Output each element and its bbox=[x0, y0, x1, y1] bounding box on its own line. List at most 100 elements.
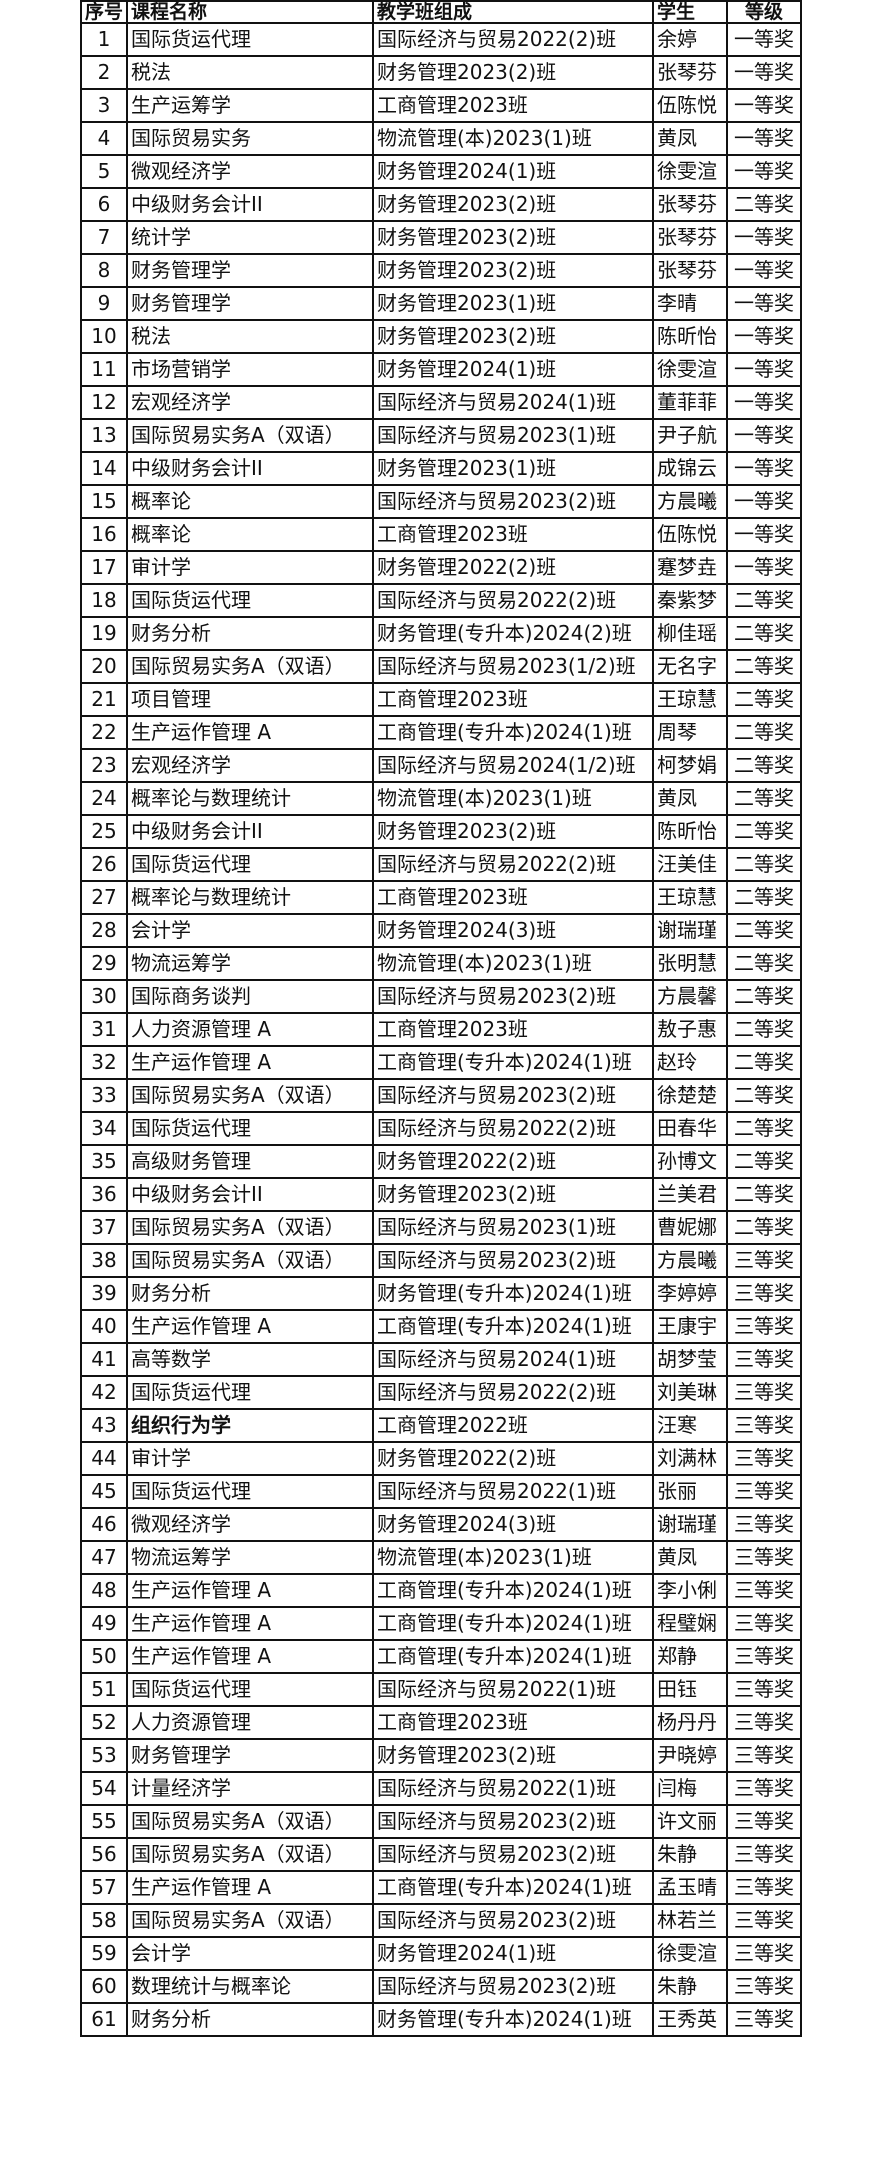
table-row: 31 人力资源管理 A 工商管理2023班 敖子惠 二等奖 bbox=[80, 1012, 802, 1047]
cell-level: 三等奖 bbox=[726, 1243, 802, 1278]
cell-index: 47 bbox=[80, 1540, 128, 1575]
cell-class: 财务管理2023(2)班 bbox=[372, 319, 654, 354]
cell-course: 生产运作管理 A bbox=[126, 1870, 374, 1905]
header-student: 学生 bbox=[652, 0, 728, 24]
cell-index: 44 bbox=[80, 1441, 128, 1476]
cell-student: 汪美佳 bbox=[652, 847, 728, 882]
table-row: 23 宏观经济学 国际经济与贸易2024(1/2)班 柯梦娟 二等奖 bbox=[80, 748, 802, 783]
cell-class: 工商管理(专升本)2024(1)班 bbox=[372, 715, 654, 750]
cell-student: 徐雯渲 bbox=[652, 154, 728, 189]
cell-class: 财务管理2023(1)班 bbox=[372, 286, 654, 321]
cell-class: 国际经济与贸易2023(2)班 bbox=[372, 1078, 654, 1113]
table-row: 27 概率论与数理统计 工商管理2023班 王琼慧 二等奖 bbox=[80, 880, 802, 915]
table-row: 9 财务管理学 财务管理2023(1)班 李晴 一等奖 bbox=[80, 286, 802, 321]
table-row: 20 国际贸易实务A（双语） 国际经济与贸易2023(1/2)班 无名字 二等奖 bbox=[80, 649, 802, 684]
cell-index: 17 bbox=[80, 550, 128, 585]
cell-student: 田春华 bbox=[652, 1111, 728, 1146]
cell-level: 三等奖 bbox=[726, 1375, 802, 1410]
cell-course: 宏观经济学 bbox=[126, 748, 374, 783]
cell-course: 财务管理学 bbox=[126, 253, 374, 288]
cell-class: 财务管理(专升本)2024(1)班 bbox=[372, 2002, 654, 2037]
table-row: 38 国际贸易实务A（双语） 国际经济与贸易2023(2)班 方晨曦 三等奖 bbox=[80, 1243, 802, 1278]
cell-level: 三等奖 bbox=[726, 1507, 802, 1542]
cell-level: 三等奖 bbox=[726, 1606, 802, 1641]
cell-class: 物流管理(本)2023(1)班 bbox=[372, 781, 654, 816]
cell-class: 财务管理2023(2)班 bbox=[372, 814, 654, 849]
cell-student: 程璧娴 bbox=[652, 1606, 728, 1641]
cell-class: 财务管理2023(2)班 bbox=[372, 187, 654, 222]
cell-level: 二等奖 bbox=[726, 748, 802, 783]
cell-course: 生产运作管理 A bbox=[126, 1573, 374, 1608]
cell-student: 方晨馨 bbox=[652, 979, 728, 1014]
table-row: 59 会计学 财务管理2024(1)班 徐雯渲 三等奖 bbox=[80, 1936, 802, 1971]
cell-student: 孟玉晴 bbox=[652, 1870, 728, 1905]
cell-course: 统计学 bbox=[126, 220, 374, 255]
cell-course: 国际贸易实务A（双语） bbox=[126, 1078, 374, 1113]
cell-class: 工商管理2022班 bbox=[372, 1408, 654, 1443]
cell-student: 刘满林 bbox=[652, 1441, 728, 1476]
cell-level: 三等奖 bbox=[726, 1276, 802, 1311]
cell-level: 二等奖 bbox=[726, 616, 802, 651]
cell-student: 蹇梦垚 bbox=[652, 550, 728, 585]
table-row: 50 生产运作管理 A 工商管理(专升本)2024(1)班 郑静 三等奖 bbox=[80, 1639, 802, 1674]
table-row: 56 国际贸易实务A（双语） 国际经济与贸易2023(2)班 朱静 三等奖 bbox=[80, 1837, 802, 1872]
table-row: 26 国际货运代理 国际经济与贸易2022(2)班 汪美佳 二等奖 bbox=[80, 847, 802, 882]
table-row: 14 中级财务会计II 财务管理2023(1)班 成锦云 一等奖 bbox=[80, 451, 802, 486]
table-row: 10 税法 财务管理2023(2)班 陈昕怡 一等奖 bbox=[80, 319, 802, 354]
cell-level: 一等奖 bbox=[726, 22, 802, 57]
table-row: 43 组织行为学 工商管理2022班 汪寒 三等奖 bbox=[80, 1408, 802, 1443]
cell-level: 一等奖 bbox=[726, 220, 802, 255]
cell-index: 27 bbox=[80, 880, 128, 915]
cell-level: 三等奖 bbox=[726, 1837, 802, 1872]
cell-level: 三等奖 bbox=[726, 1738, 802, 1773]
table-header-row: 序号 课程名称 教学班组成 学生 等级 bbox=[80, 0, 802, 24]
cell-student: 王琼慧 bbox=[652, 682, 728, 717]
cell-course: 微观经济学 bbox=[126, 154, 374, 189]
cell-index: 43 bbox=[80, 1408, 128, 1443]
cell-class: 财务管理2023(2)班 bbox=[372, 1738, 654, 1773]
cell-level: 二等奖 bbox=[726, 1078, 802, 1113]
table-row: 4 国际贸易实务 物流管理(本)2023(1)班 黄凤 一等奖 bbox=[80, 121, 802, 156]
cell-index: 48 bbox=[80, 1573, 128, 1608]
cell-student: 张琴芬 bbox=[652, 187, 728, 222]
cell-course: 国际商务谈判 bbox=[126, 979, 374, 1014]
cell-class: 国际经济与贸易2022(2)班 bbox=[372, 1111, 654, 1146]
cell-student: 谢瑞瑾 bbox=[652, 1507, 728, 1542]
cell-student: 孙博文 bbox=[652, 1144, 728, 1179]
cell-class: 工商管理(专升本)2024(1)班 bbox=[372, 1606, 654, 1641]
cell-student: 胡梦莹 bbox=[652, 1342, 728, 1377]
awards-table: 序号 课程名称 教学班组成 学生 等级 1 国际货运代理 国际经济与贸易2022(2… bbox=[80, 0, 802, 2037]
cell-class: 国际经济与贸易2023(1)班 bbox=[372, 418, 654, 453]
cell-class: 财务管理2023(2)班 bbox=[372, 55, 654, 90]
cell-class: 国际经济与贸易2023(2)班 bbox=[372, 1837, 654, 1872]
cell-index: 49 bbox=[80, 1606, 128, 1641]
cell-level: 二等奖 bbox=[726, 1210, 802, 1245]
cell-index: 54 bbox=[80, 1771, 128, 1806]
cell-class: 国际经济与贸易2023(2)班 bbox=[372, 484, 654, 519]
table-row: 40 生产运作管理 A 工商管理(专升本)2024(1)班 王康宇 三等奖 bbox=[80, 1309, 802, 1344]
cell-index: 46 bbox=[80, 1507, 128, 1542]
cell-index: 37 bbox=[80, 1210, 128, 1245]
cell-student: 伍陈悦 bbox=[652, 517, 728, 552]
cell-student: 成锦云 bbox=[652, 451, 728, 486]
cell-index: 59 bbox=[80, 1936, 128, 1971]
cell-student: 王康宇 bbox=[652, 1309, 728, 1344]
cell-level: 三等奖 bbox=[726, 1441, 802, 1476]
cell-class: 国际经济与贸易2024(1)班 bbox=[372, 1342, 654, 1377]
cell-index: 24 bbox=[80, 781, 128, 816]
cell-level: 二等奖 bbox=[726, 583, 802, 618]
cell-level: 一等奖 bbox=[726, 88, 802, 123]
cell-index: 14 bbox=[80, 451, 128, 486]
table-row: 28 会计学 财务管理2024(3)班 谢瑞瑾 二等奖 bbox=[80, 913, 802, 948]
cell-student: 朱静 bbox=[652, 1837, 728, 1872]
cell-class: 国际经济与贸易2024(1/2)班 bbox=[372, 748, 654, 783]
cell-course: 生产运作管理 A bbox=[126, 1309, 374, 1344]
cell-student: 黄凤 bbox=[652, 1540, 728, 1575]
cell-class: 财务管理2023(2)班 bbox=[372, 1177, 654, 1212]
cell-course: 生产运作管理 A bbox=[126, 1606, 374, 1641]
table-row: 60 数理统计与概率论 国际经济与贸易2023(2)班 朱静 三等奖 bbox=[80, 1969, 802, 2004]
header-index: 序号 bbox=[80, 0, 128, 24]
cell-student: 方晨曦 bbox=[652, 1243, 728, 1278]
cell-level: 二等奖 bbox=[726, 913, 802, 948]
cell-student: 柯梦娟 bbox=[652, 748, 728, 783]
